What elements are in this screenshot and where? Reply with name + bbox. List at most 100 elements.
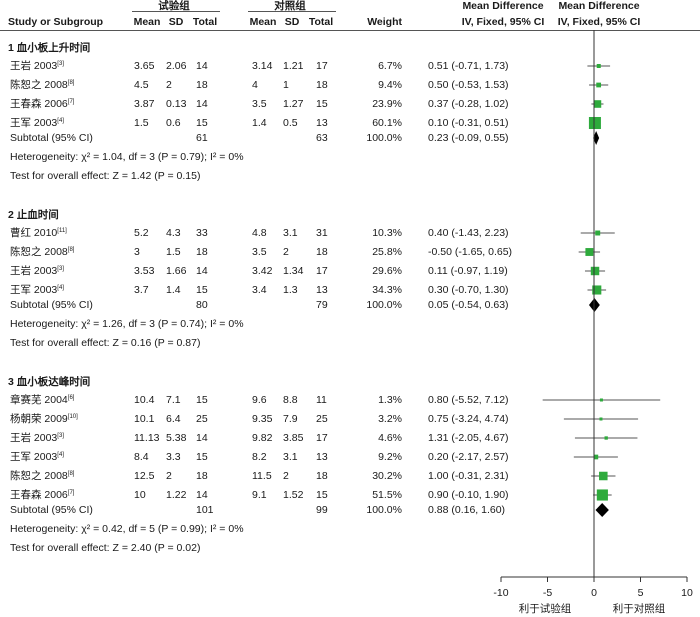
study-label: 王军 2003 [10,284,58,296]
sd2-value: 3.1 [283,451,298,463]
total2-value: 15 [316,98,328,110]
study-square [592,285,602,295]
weight-value: 4.6% [378,432,402,444]
section-title: 2 止血时间 [8,209,59,221]
total1-header: Total [192,16,218,28]
section-title: 1 血小板上升时间 [8,42,91,54]
mean1-header: Mean [133,16,161,28]
group1-underline [132,11,220,12]
group2-header: 对照组 [274,0,306,12]
mean2-value: 8.2 [252,451,267,463]
x-tick-label: -10 [493,587,509,599]
heterogeneity-text: Heterogeneity: χ² = 0.42, df = 5 (P = 0.… [10,523,244,535]
ci-value: 0.40 (-1.43, 2.23) [428,227,509,239]
mean2-value: 3.14 [252,60,273,72]
mean1-value: 3.53 [134,265,155,277]
md-header-sub: IV, Fixed, 95% CI [461,16,545,28]
weight-value: 60.1% [372,117,402,129]
x-tick-label: 5 [637,587,644,599]
md-plot-header-title: Mean Difference [558,0,640,12]
sd1-value: 1.5 [166,246,181,258]
study-square [593,100,602,108]
weight-value: 30.2% [372,470,402,482]
mean2-value: 1.4 [252,117,267,129]
study-square [588,116,601,130]
sd1-value: 1.22 [166,489,187,501]
heterogeneity-text: Heterogeneity: χ² = 1.04, df = 3 (P = 0.… [10,151,244,163]
mean1-value: 1.5 [134,117,149,129]
sd1-value: 0.13 [166,98,187,110]
sd2-value: 8.8 [283,394,298,406]
subtotal-ci: 0.05 (-0.54, 0.63) [428,299,509,311]
weight-value: 9.2% [378,451,402,463]
weight-value: 51.5% [372,489,402,501]
study-square [590,266,600,276]
ci-value: -0.50 (-1.65, 0.65) [428,246,513,258]
study-reference: [4] [57,118,64,124]
study-label: 杨朝荣 2009 [10,413,68,425]
ci-value: 0.37 (-0.28, 1.02) [428,98,509,110]
weight-value: 25.8% [372,246,402,258]
total2-header: Total [308,16,334,28]
ci-value: 0.50 (-0.53, 1.53) [428,79,509,91]
sd1-value: 2.06 [166,60,187,72]
study-label: 陈恕之 2008 [10,246,68,258]
study-square [596,489,608,501]
study-label: 王春森 2006 [10,489,68,501]
total2-value: 31 [316,227,328,239]
weight-value: 1.3% [378,394,402,406]
pooled-diamond [595,503,609,517]
study-label: 曹红 2010 [10,227,58,239]
sd1-value: 3.3 [166,451,181,463]
total2-value: 11 [316,394,327,406]
header-rule [0,30,700,31]
total2-value: 13 [316,117,328,129]
study-square [596,63,601,69]
subtotal-weight: 100.0% [366,504,402,516]
study-reference: [8] [67,247,75,253]
mean2-value: 9.1 [252,489,267,501]
ci-value: 0.75 (-3.24, 4.74) [428,413,509,425]
sd1-value: 1.4 [166,284,181,296]
sd1-value: 1.66 [166,265,187,277]
mean1-value: 3 [134,246,140,258]
mean2-value: 3.5 [252,246,267,258]
sd1-value: 5.38 [166,432,187,444]
sd2-value: 1.27 [283,98,304,110]
mean1-value: 8.4 [134,451,149,463]
overall-effect-text: Test for overall effect: Z = 1.42 (P = 0… [10,170,201,182]
study-reference: [7] [67,490,75,496]
total1-value: 14 [196,489,208,501]
weight-value: 10.3% [372,227,402,239]
ci-value: 0.90 (-0.10, 1.90) [428,489,509,501]
study-label: 王春森 2006 [10,98,68,110]
mean1-value: 10 [134,489,146,501]
study-label: 王岩 2003 [10,60,58,72]
total2-value: 18 [316,470,328,482]
mean1-value: 10.4 [134,394,155,406]
total1-value: 15 [196,117,208,129]
total1-value: 14 [196,60,208,72]
mean1-value: 10.1 [134,413,155,425]
subtotal-total1: 101 [196,504,214,516]
total2-value: 13 [316,451,328,463]
study-square [595,230,601,236]
sd2-value: 1.52 [283,489,304,501]
total1-value: 18 [196,246,208,258]
x-tick-label: 10 [681,587,693,599]
total2-value: 18 [316,79,328,91]
study-square [599,417,603,421]
total1-value: 14 [196,265,208,277]
study-square [599,398,603,402]
weight-value: 3.2% [378,413,402,425]
sd1-header: SD [168,16,184,28]
sd1-value: 7.1 [166,394,181,406]
total1-value: 18 [196,470,208,482]
x-tick-label: -5 [542,587,553,599]
total1-value: 15 [196,451,208,463]
subtotal-ci: 0.23 (-0.09, 0.55) [428,132,509,144]
weight-header: Weight [367,16,402,28]
subtotal-total2: 63 [316,132,328,144]
mean1-value: 12.5 [134,470,155,482]
study-square [585,248,594,256]
